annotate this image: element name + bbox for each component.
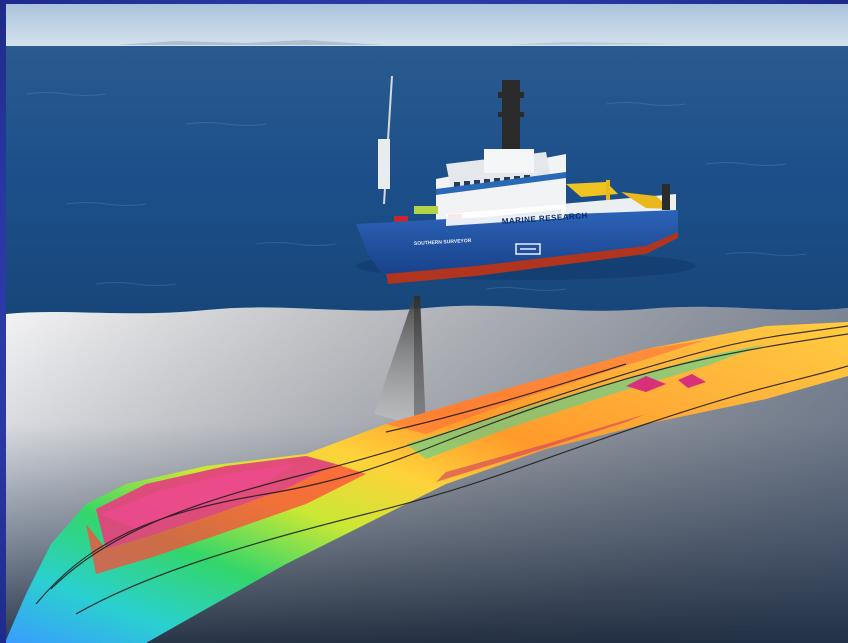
wave-texture xyxy=(25,92,807,291)
sky xyxy=(6,4,848,48)
sonar-beam xyxy=(374,296,426,428)
bathymetry-swath xyxy=(6,322,848,643)
distant-land xyxy=(116,40,386,45)
sonar-beam-shadow xyxy=(414,296,426,428)
distant-land-right xyxy=(506,42,686,45)
scene-svg: MARINE RESEARCH SOUTHERN SURVEYOR xyxy=(6,4,848,643)
bow-name-text: SOUTHERN SURVEYOR xyxy=(414,238,472,247)
photo-composite: MARINE RESEARCH SOUTHERN SURVEYOR xyxy=(6,4,848,643)
research-vessel: MARINE RESEARCH SOUTHERN SURVEYOR xyxy=(356,75,696,284)
